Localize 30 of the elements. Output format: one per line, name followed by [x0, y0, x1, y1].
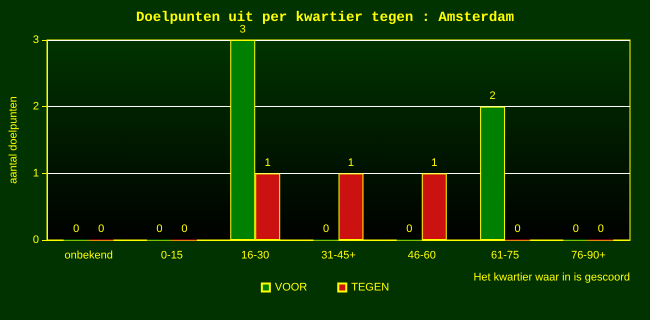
- data-label: 0: [514, 223, 521, 235]
- x-tick-label: 0-15: [160, 250, 183, 262]
- legend-label: VOOR: [274, 282, 308, 294]
- data-label: 0: [598, 223, 604, 235]
- y-tick-label: 0: [32, 234, 39, 246]
- data-label: 0: [73, 223, 80, 235]
- data-label: 0: [156, 223, 162, 235]
- x-tick-label: onbekend: [64, 250, 113, 262]
- x-axis-title: Het kwartier waar in is gescoord: [473, 272, 630, 284]
- data-label: 2: [490, 90, 496, 102]
- data-label: 1: [348, 156, 354, 169]
- data-label: 1: [431, 156, 438, 169]
- data-label: 0: [406, 223, 412, 235]
- data-label: 3: [240, 24, 246, 36]
- chart-title: Doelpunten uit per kwartier tegen : Amsterdam: [136, 10, 514, 26]
- y-tick-label: 1: [32, 167, 39, 180]
- data-label: 0: [181, 223, 188, 235]
- y-tick-label: 2: [32, 100, 39, 113]
- data-label: 0: [572, 223, 579, 235]
- y-tick-label: 3: [32, 34, 39, 46]
- x-tick-label: 61-75: [491, 250, 520, 262]
- y-axis-title: aantal doelpunten: [8, 96, 20, 184]
- data-label: 1: [264, 156, 271, 169]
- legend-label: TEGEN: [351, 282, 390, 294]
- x-tick-label: 76-90+: [571, 250, 606, 262]
- x-tick-label: 16-30: [241, 250, 270, 262]
- data-label: 0: [322, 223, 330, 235]
- x-tick-label: 46-60: [408, 250, 436, 262]
- data-label: 0: [98, 223, 104, 235]
- x-tick-label: 31-45+: [321, 250, 356, 262]
